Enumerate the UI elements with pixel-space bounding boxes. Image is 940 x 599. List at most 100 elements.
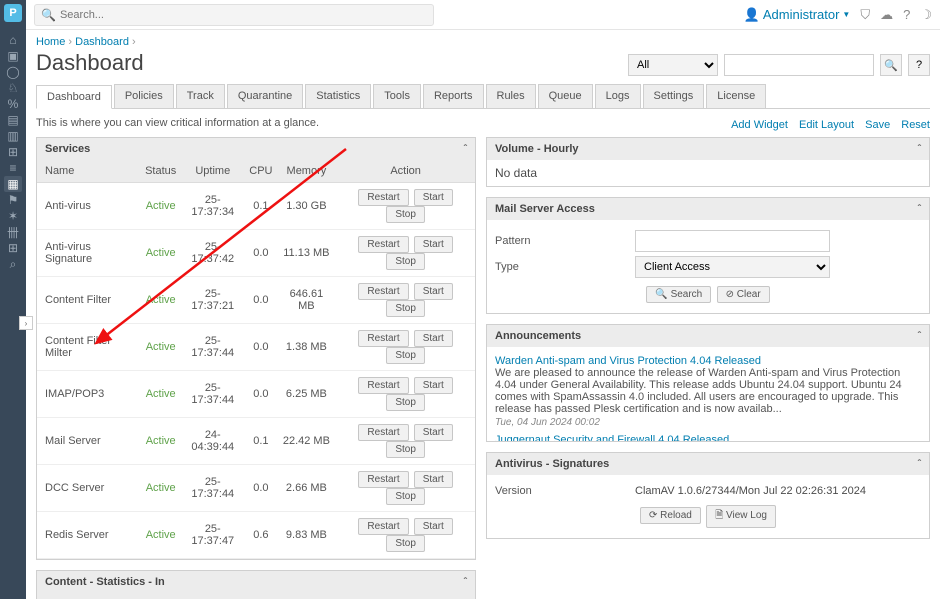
moon-icon[interactable]: ☽ [920,7,932,23]
viewlog-button[interactable]: 🗎 View Log [706,505,776,528]
rail-item-4[interactable]: % [4,96,22,112]
restart-button[interactable]: Restart [358,518,408,535]
notif-icon[interactable]: ⛉ [860,7,870,23]
start-button[interactable]: Start [414,518,453,535]
start-button[interactable]: Start [414,283,453,300]
tab-reports[interactable]: Reports [423,84,484,108]
pattern-input[interactable] [635,230,830,252]
type-select[interactable]: Client Access [635,256,830,278]
rail-item-14[interactable]: ⌕ [4,256,22,272]
rail-item-11[interactable]: ✶ [4,208,22,224]
tab-license[interactable]: License [706,84,766,108]
stop-button[interactable]: Stop [386,535,425,552]
tab-quarantine[interactable]: Quarantine [227,84,303,108]
collapse-icon[interactable]: ˆ [918,204,921,215]
start-button[interactable]: Start [414,377,453,394]
reset-link[interactable]: Reset [901,119,930,131]
add-widget-link[interactable]: Add Widget [731,119,788,131]
stop-button[interactable]: Stop [386,394,425,411]
crumb-home[interactable]: Home [36,36,65,48]
tab-tools[interactable]: Tools [373,84,421,108]
svc-mem: 1.30 GB [277,183,337,230]
search-box[interactable]: 🔍 [34,4,434,26]
help-icon[interactable]: ? [903,7,910,22]
start-button[interactable]: Start [414,236,453,253]
rail-item-10[interactable]: ⚑ [4,192,22,208]
rail-item-6[interactable]: ▥ [4,128,22,144]
col-header[interactable]: Date [37,593,93,599]
col-header[interactable]: Spammy [93,593,152,599]
stop-button[interactable]: Stop [386,347,425,364]
tab-queue[interactable]: Queue [538,84,593,108]
rail-item-5[interactable]: ▤ [4,112,22,128]
tab-dashboard[interactable]: Dashboard [36,85,112,109]
tab-settings[interactable]: Settings [643,84,705,108]
user-menu[interactable]: 👤 Administrator ▼ [744,7,851,23]
rail-item-0[interactable]: ⌂ [4,32,22,48]
reload-button[interactable]: ⟳ Reload [640,507,701,524]
collapse-icon[interactable]: ˆ [918,144,921,155]
restart-button[interactable]: Restart [358,471,408,488]
start-button[interactable]: Start [414,471,453,488]
announce-title-link[interactable]: Juggernaut Security and Firewall 4.04 Re… [495,434,921,441]
stop-button[interactable]: Stop [386,253,425,270]
svc-cpu: 0.6 [245,512,276,559]
svc-actions: Restart Start Stop [336,465,475,512]
restart-button[interactable]: Restart [358,377,408,394]
services-panel: Servicesˆ NameStatusUptimeCPUMemoryActio… [36,137,476,560]
start-button[interactable]: Start [414,424,453,441]
col-header[interactable]: Virus [196,593,236,599]
service-row: DCC Server Active 25-17:37:44 0.0 2.66 M… [37,465,475,512]
collapse-icon[interactable]: ˆ [464,577,467,588]
svc-status: Active [141,371,180,418]
rail-item-1[interactable]: ▣ [4,48,22,64]
filter-select[interactable]: All [628,54,718,76]
save-link[interactable]: Save [865,119,890,131]
rail-item-2[interactable]: ◯ [4,64,22,80]
tab-policies[interactable]: Policies [114,84,174,108]
rail-item-3[interactable]: ♘ [4,80,22,96]
clear-button[interactable]: ⊘ Clear [717,286,770,303]
rail-item-7[interactable]: ⊞ [4,144,22,160]
restart-button[interactable]: Restart [358,236,408,253]
col-header[interactable]: Banned file [236,593,301,599]
restart-button[interactable]: Restart [358,424,408,441]
collapse-icon[interactable]: ˆ [918,459,921,470]
filter-input[interactable] [724,54,874,76]
tab-rules[interactable]: Rules [486,84,536,108]
restart-button[interactable]: Restart [358,330,408,347]
filter-help-button[interactable]: ? [908,54,930,76]
collapse-icon[interactable]: ˆ [464,144,467,155]
cloud-icon[interactable]: ☁ [880,7,893,23]
edit-layout-link[interactable]: Edit Layout [799,119,854,131]
svc-uptime: 25-17:37:42 [180,230,245,277]
svc-name: Anti-virus [37,183,141,230]
rail-item-12[interactable]: 卌 [4,224,22,240]
restart-button[interactable]: Restart [358,283,408,300]
collapse-icon[interactable]: ˆ [918,331,921,342]
start-button[interactable]: Start [414,189,453,206]
search-input[interactable] [60,9,427,21]
restart-button[interactable]: Restart [358,189,408,206]
rail-item-13[interactable]: ⊞ [4,240,22,256]
announce-title-link[interactable]: Warden Anti-spam and Virus Protection 4.… [495,355,921,367]
stop-button[interactable]: Stop [386,441,425,458]
stop-button[interactable]: Stop [386,300,425,317]
stop-button[interactable]: Stop [386,488,425,505]
stop-button[interactable]: Stop [386,206,425,223]
search-button[interactable]: 🔍 Search [646,286,711,303]
col-header[interactable]: Total [437,593,475,599]
crumb-dashboard[interactable]: Dashboard [75,36,129,48]
tab-logs[interactable]: Logs [595,84,641,108]
col-header[interactable]: Bad header [301,593,367,599]
plesk-logo[interactable]: P [4,4,22,22]
tab-track[interactable]: Track [176,84,225,108]
filter-search-button[interactable]: 🔍 [880,54,902,76]
col-header[interactable]: Unchecked [366,593,436,599]
start-button[interactable]: Start [414,330,453,347]
tab-statistics[interactable]: Statistics [305,84,371,108]
rail-expand[interactable]: › [19,316,33,330]
col-header[interactable]: Spam [152,593,196,599]
rail-item-8[interactable]: ≡ [4,160,22,176]
rail-item-9[interactable]: ▦ [4,176,22,192]
